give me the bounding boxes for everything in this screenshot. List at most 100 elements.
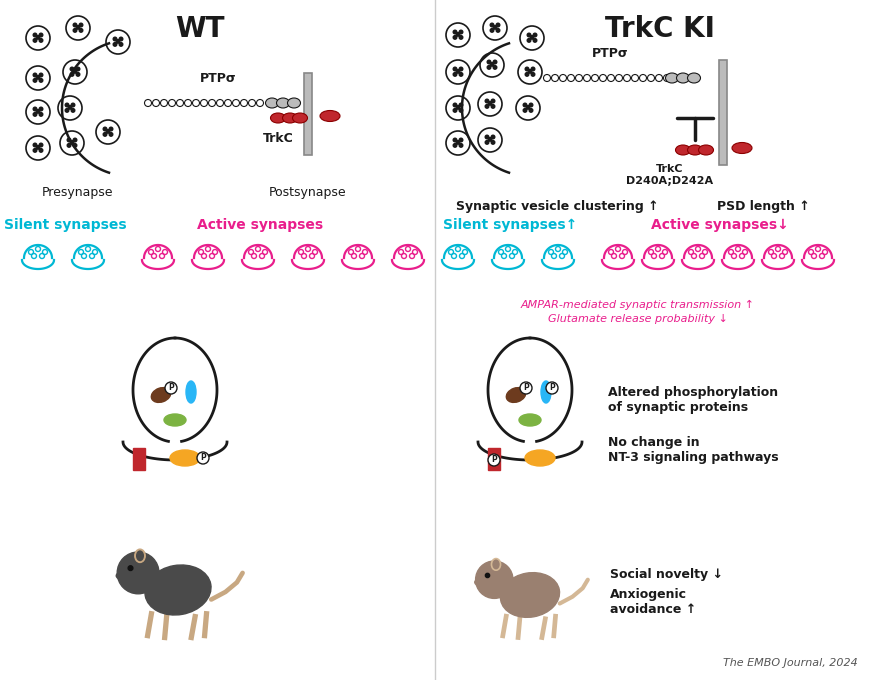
Circle shape — [453, 67, 456, 71]
Text: Silent synapses↑: Silent synapses↑ — [442, 218, 576, 232]
Ellipse shape — [731, 143, 751, 154]
Circle shape — [485, 135, 488, 139]
Circle shape — [459, 67, 462, 71]
Text: Active synapses↓: Active synapses↓ — [650, 218, 788, 232]
Circle shape — [67, 138, 70, 142]
Circle shape — [455, 105, 460, 109]
Circle shape — [67, 143, 70, 147]
Bar — [718, 60, 726, 165]
Text: P: P — [491, 456, 496, 464]
Circle shape — [491, 141, 494, 144]
Text: Silent synapses: Silent synapses — [3, 218, 126, 232]
Text: WT: WT — [175, 15, 224, 43]
Circle shape — [453, 35, 456, 39]
Circle shape — [65, 103, 69, 107]
Ellipse shape — [164, 414, 186, 426]
Circle shape — [196, 452, 209, 464]
Circle shape — [79, 29, 83, 32]
Circle shape — [73, 29, 76, 32]
Text: P: P — [168, 384, 174, 392]
Ellipse shape — [320, 110, 340, 122]
Circle shape — [117, 552, 159, 594]
Circle shape — [71, 103, 75, 107]
Circle shape — [76, 26, 80, 29]
Circle shape — [453, 109, 456, 112]
Circle shape — [488, 137, 491, 141]
Circle shape — [459, 35, 462, 39]
Text: Active synapses: Active synapses — [196, 218, 322, 232]
Circle shape — [546, 382, 557, 394]
Ellipse shape — [265, 98, 278, 108]
Circle shape — [109, 133, 113, 136]
Circle shape — [119, 37, 123, 41]
Ellipse shape — [116, 573, 126, 579]
Circle shape — [489, 23, 494, 27]
Circle shape — [475, 561, 513, 598]
Circle shape — [73, 138, 76, 142]
Circle shape — [453, 73, 456, 76]
Circle shape — [485, 141, 488, 144]
Text: Social novelty ↓: Social novelty ↓ — [609, 568, 722, 581]
Circle shape — [527, 69, 531, 73]
Ellipse shape — [491, 558, 500, 571]
Circle shape — [459, 109, 462, 112]
Ellipse shape — [135, 549, 145, 562]
Circle shape — [33, 39, 36, 42]
Circle shape — [70, 67, 74, 71]
Text: Altered phosphorylation
of synaptic proteins: Altered phosphorylation of synaptic prot… — [607, 386, 777, 414]
Text: AMPAR-mediated synaptic transmission ↑: AMPAR-mediated synaptic transmission ↑ — [521, 300, 754, 310]
Ellipse shape — [270, 113, 285, 123]
Ellipse shape — [674, 145, 690, 155]
Circle shape — [109, 127, 113, 131]
Circle shape — [39, 33, 43, 37]
Circle shape — [113, 37, 116, 41]
Circle shape — [39, 149, 43, 152]
Circle shape — [453, 143, 456, 147]
Circle shape — [485, 99, 488, 103]
Text: Glutamate release probability ↓: Glutamate release probability ↓ — [547, 314, 727, 324]
Circle shape — [453, 103, 456, 107]
Ellipse shape — [292, 113, 307, 123]
Circle shape — [526, 105, 529, 109]
Bar — [133, 448, 145, 470]
Text: Presynapse: Presynapse — [43, 186, 114, 199]
Bar — [488, 448, 500, 470]
Circle shape — [491, 105, 494, 108]
Circle shape — [485, 105, 488, 108]
Circle shape — [493, 61, 496, 64]
Circle shape — [33, 73, 36, 77]
Circle shape — [528, 103, 532, 107]
Circle shape — [485, 573, 489, 577]
Circle shape — [70, 73, 74, 76]
Text: PSD length ↑: PSD length ↑ — [716, 200, 809, 213]
Circle shape — [455, 33, 460, 36]
Ellipse shape — [169, 450, 200, 466]
Ellipse shape — [506, 388, 525, 403]
Circle shape — [528, 109, 532, 112]
Circle shape — [487, 65, 490, 69]
Circle shape — [79, 23, 83, 27]
Text: TrkC
D240A;D242A: TrkC D240A;D242A — [626, 164, 713, 186]
Circle shape — [33, 113, 36, 116]
Circle shape — [33, 107, 36, 111]
Text: Synaptic vesicle clustering ↑: Synaptic vesicle clustering ↑ — [455, 200, 658, 213]
Circle shape — [531, 67, 534, 71]
Ellipse shape — [145, 565, 211, 615]
Text: No change in
NT-3 signaling pathways: No change in NT-3 signaling pathways — [607, 436, 778, 464]
Circle shape — [525, 73, 528, 76]
Circle shape — [39, 143, 43, 147]
Circle shape — [488, 101, 491, 105]
Text: PTPσ: PTPσ — [591, 47, 627, 60]
Text: P: P — [200, 454, 206, 462]
Circle shape — [522, 109, 527, 112]
Circle shape — [39, 113, 43, 116]
Circle shape — [489, 63, 494, 66]
Circle shape — [533, 33, 536, 37]
Text: TrkC: TrkC — [262, 132, 293, 145]
Ellipse shape — [687, 145, 701, 155]
Circle shape — [128, 566, 133, 571]
Circle shape — [455, 141, 460, 144]
Circle shape — [33, 143, 36, 147]
Circle shape — [39, 79, 43, 82]
Circle shape — [459, 138, 462, 142]
